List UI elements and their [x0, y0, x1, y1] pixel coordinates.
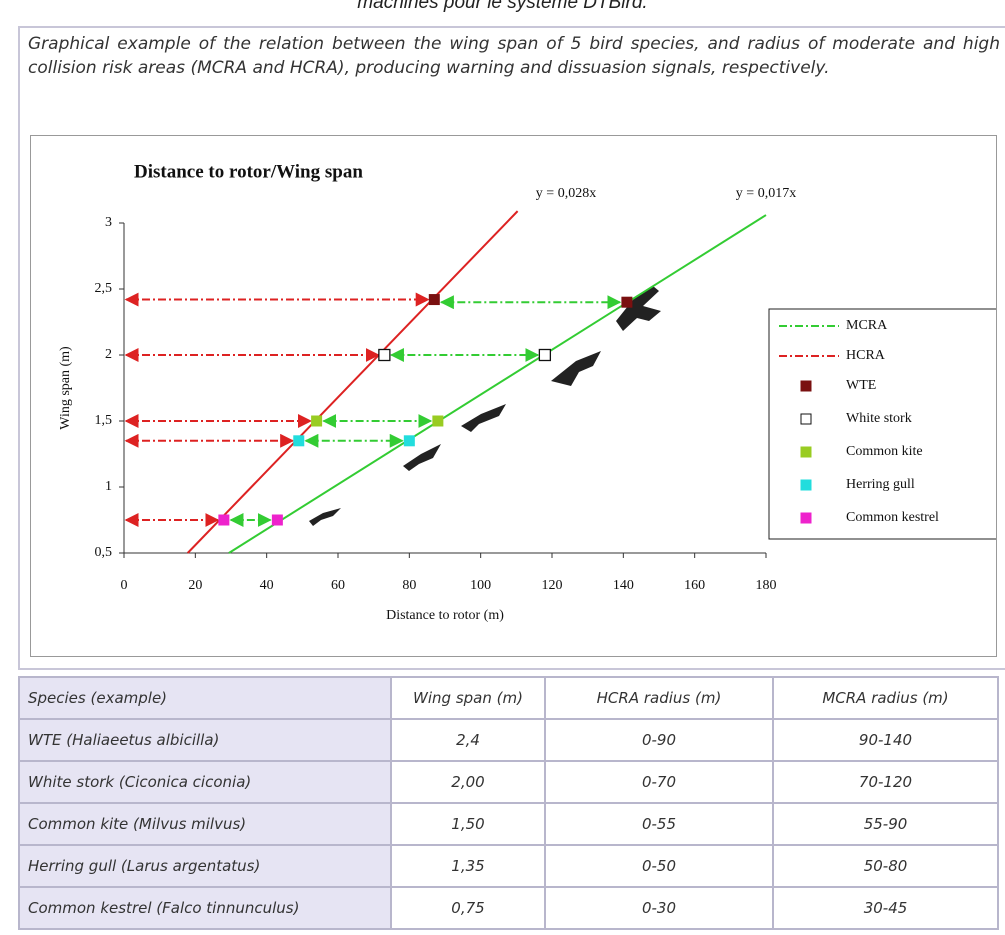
y-tick-label: 1,5	[95, 413, 113, 428]
description: Graphical example of the relation betwee…	[28, 32, 1000, 80]
point	[311, 416, 322, 427]
risk-line	[229, 215, 766, 553]
table-cell: Common kestrel (Falco tinnunculus)	[19, 887, 391, 929]
y-tick-label: 2,5	[95, 281, 113, 296]
bird-silhouettes	[309, 286, 661, 526]
legend-label: Herring gull	[846, 477, 915, 492]
x-tick-label: 40	[260, 578, 274, 593]
caption: machines pour le système DTBird.	[0, 0, 1005, 14]
table-cell: 0-90	[545, 719, 773, 761]
y-tick-label: 2	[105, 347, 112, 362]
species-table: Species (example)Wing span (m)HCRA radiu…	[18, 676, 999, 930]
table-row: Species (example)Wing span (m)HCRA radiu…	[19, 677, 998, 719]
legend-swatch	[801, 447, 811, 457]
x-tick-label: 60	[331, 578, 345, 593]
x-axis-title: Distance to rotor (m)	[386, 608, 504, 623]
table-cell: 0-30	[545, 887, 773, 929]
table-cell: 30-45	[773, 887, 998, 929]
table-cell: 1,50	[391, 803, 545, 845]
point	[272, 515, 283, 526]
point	[621, 297, 632, 308]
table-cell: 55-90	[773, 803, 998, 845]
table-cell: 50-80	[773, 845, 998, 887]
y-axis-title: Wing span (m)	[58, 346, 73, 430]
legend-label: MCRA	[846, 318, 888, 333]
page: {"caption": "machines pour le système DT…	[0, 0, 1005, 935]
x-tick-label: 80	[402, 578, 416, 593]
y-tick-label: 1	[105, 479, 112, 494]
table-cell: 0,75	[391, 887, 545, 929]
point	[293, 435, 304, 446]
legend-swatch	[801, 414, 811, 424]
table-cell: MCRA radius (m)	[773, 677, 998, 719]
table-cell: White stork (Ciconica ciconia)	[19, 761, 391, 803]
table-cell: 2,4	[391, 719, 545, 761]
page-body: machines pour le système DTBird. Graphic…	[0, 0, 1005, 935]
y-tick-label: 3	[105, 215, 112, 230]
table-cell: HCRA radius (m)	[545, 677, 773, 719]
table-cell: WTE (Haliaeetus albicilla)	[19, 719, 391, 761]
x-tick-label: 0	[121, 578, 128, 593]
legend-swatch	[801, 480, 811, 490]
legend-label: Common kestrel	[846, 510, 939, 525]
table-cell: Wing span (m)	[391, 677, 545, 719]
legend-swatch	[801, 513, 811, 523]
point	[539, 350, 550, 361]
point	[379, 350, 390, 361]
x-tick-label: 140	[613, 578, 634, 593]
legend-label: White stork	[846, 411, 912, 426]
point	[432, 416, 443, 427]
legend-swatch	[801, 381, 811, 391]
legend-label: WTE	[846, 378, 876, 393]
x-tick-label: 180	[756, 578, 777, 593]
point	[404, 435, 415, 446]
risk-line	[188, 211, 518, 553]
x-tick-label: 20	[188, 578, 202, 593]
table-cell: Common kite (Milvus milvus)	[19, 803, 391, 845]
table-cell: 1,35	[391, 845, 545, 887]
table-cell: Species (example)	[19, 677, 391, 719]
x-tick-label: 120	[542, 578, 563, 593]
x-tick-label: 100	[470, 578, 491, 593]
x-tick-label: 160	[684, 578, 705, 593]
table-cell: 0-70	[545, 761, 773, 803]
point	[429, 294, 440, 305]
table-cell: 70-120	[773, 761, 998, 803]
table-cell: 0-55	[545, 803, 773, 845]
y-tick-label: 0,5	[95, 545, 113, 560]
legend-label: HCRA	[846, 348, 886, 363]
table-cell: 0-50	[545, 845, 773, 887]
equation-label: y = 0,017x	[736, 186, 796, 201]
chart: Distance to rotor/Wing span 0,5 1 1,5 2 2,5 3…	[30, 135, 997, 657]
table-cell: Herring gull (Larus argentatus)	[19, 845, 391, 887]
table-cell: 90-140	[773, 719, 998, 761]
equation-label: y = 0,028x	[536, 186, 596, 201]
table-cell: 2,00	[391, 761, 545, 803]
legend-label: Common kite	[846, 444, 923, 459]
point	[218, 515, 229, 526]
chart-title: Distance to rotor/Wing span	[134, 161, 363, 182]
